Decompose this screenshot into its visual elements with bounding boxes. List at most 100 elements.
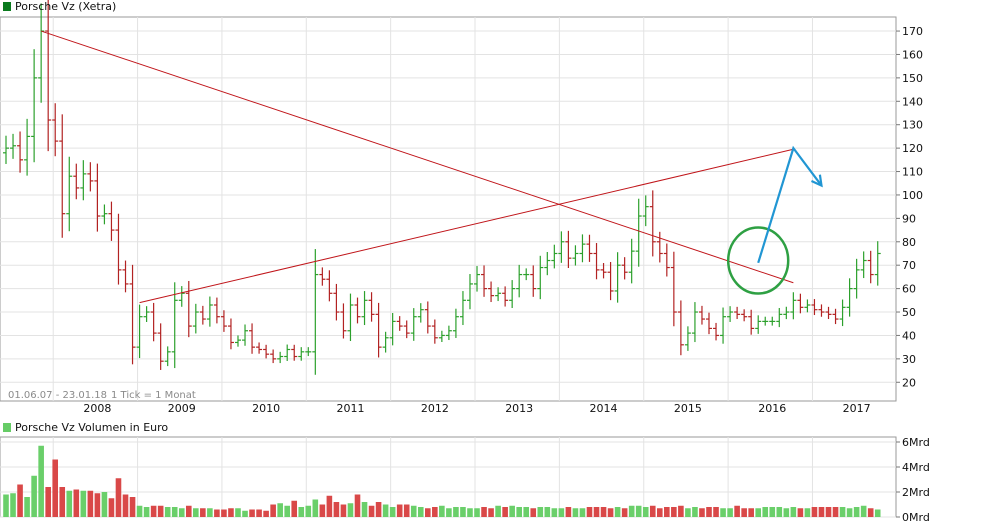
volume-bar [403,504,410,517]
volume-bar [635,505,642,517]
volume-bar [284,505,290,517]
volume-bar [755,508,762,517]
price-y-tick-label: 170 [902,25,923,38]
price-y-tick-label: 70 [902,259,916,272]
price-x-tick-label: 2011 [336,402,364,415]
volume-bar [242,510,248,517]
volume-bar [664,507,670,517]
price-y-tick-label: 150 [902,72,923,85]
volume-bar [825,507,832,517]
volume-bar [537,507,544,517]
volume-bar [762,507,769,517]
volume-bar [410,505,417,517]
trendline [40,30,794,284]
volume-bar [193,508,199,517]
volume-bar [38,445,44,517]
volume-legend-swatch [3,423,11,432]
volume-bar [818,507,825,517]
volume-bar [73,489,80,517]
volume-bar [270,504,276,517]
price-grid [0,17,896,401]
volume-bar [509,505,515,517]
volume-bar [333,502,340,517]
volume-bar [45,487,51,517]
volume-bar [115,478,122,517]
volume-bar [790,507,797,517]
price-x-tick-label: 2015 [674,402,702,415]
volume-bar [263,510,269,517]
price-y-tick-label: 40 [902,329,916,342]
price-y-tick-label: 50 [902,306,916,319]
price-panel: 20 30 40 50 60 70 80 90 100 110 120 130 140 150 160 170… [0,0,923,415]
volume-bar [368,505,375,517]
volume-bar [572,508,579,517]
price-y-tick-label: 80 [902,236,916,249]
volume-bar [593,507,600,517]
volume-bar [221,509,227,517]
volume-bar [649,505,656,517]
volume-bar [642,507,649,517]
price-y-tick-label: 20 [902,376,916,389]
volume-bar [178,508,185,517]
volume-bar [495,505,501,517]
volume-bar [157,505,164,517]
price-chart-title: Porsche Vz (Xetra) [15,0,116,13]
volume-bar [607,508,614,517]
volume-bar [375,502,382,517]
volume-bar [811,507,818,517]
volume-bar [678,505,684,517]
volume-bar [235,508,241,517]
volume-bar [164,507,171,517]
volume-chart-title: Porsche Vz Volumen in Euro [15,421,168,434]
volume-bar [66,490,73,517]
price-y-axis: 20 30 40 50 60 70 80 90 100 110 120 130 140 150 160 170 [896,25,923,389]
volume-y-tick-label: 4Mrd [902,461,930,474]
volume-bar [586,507,593,517]
volume-bar [312,499,319,517]
volume-bar [530,508,537,517]
volume-bar [832,507,839,517]
volume-bar [389,507,396,517]
volume-bar [108,498,115,517]
volume-bar [87,490,94,517]
volume-bar [797,508,804,517]
volume-bar [200,508,206,517]
price-legend-swatch [3,2,11,11]
volume-bar [52,459,59,517]
volume-bar [17,484,23,517]
price-x-tick-label: 2009 [168,402,196,415]
volume-bar [502,507,508,517]
trendlines [40,30,794,304]
price-y-tick-label: 140 [902,95,923,108]
volume-bar [656,508,663,517]
volume-bar [228,508,234,517]
volume-bar [59,487,66,517]
volume-bar [129,497,136,517]
tick-info-label: 1 Tick = 1 Monat [111,390,196,401]
volume-bar [692,507,698,517]
forecast-arrow-path [757,145,823,264]
volume-bar [340,504,347,517]
volume-bar [256,509,262,517]
volume-bar [396,504,403,517]
price-y-tick-label: 90 [902,212,916,225]
volume-bar [136,505,143,517]
volume-bar [432,507,438,517]
volume-bar [150,505,157,517]
volume-bar [460,507,466,517]
volume-bar [614,507,621,517]
volume-bar [467,508,473,517]
volume-bar [80,490,87,517]
volume-bar [706,507,712,517]
volume-bar [727,508,733,517]
price-x-tick-label: 2014 [590,402,618,415]
price-x-tick-label: 2017 [843,402,871,415]
highlight-circle [726,226,790,295]
price-y-tick-label: 130 [902,119,923,132]
volume-bar [214,509,220,517]
price-y-tick-label: 120 [902,142,923,155]
volume-bar [24,497,30,517]
price-ohlc-series [3,0,881,375]
volume-bar [417,507,424,517]
volume-bar [860,505,867,517]
